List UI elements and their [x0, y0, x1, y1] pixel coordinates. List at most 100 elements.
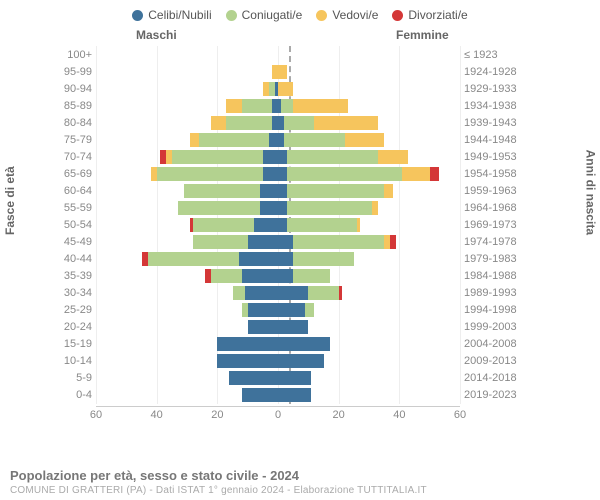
age-label: 30-34: [56, 287, 96, 299]
age-row: 80-84 1939-1943: [56, 114, 522, 131]
year-label: ≤ 1923: [460, 49, 522, 61]
segment-con: [233, 286, 245, 300]
legend-swatch: [392, 10, 403, 21]
age-label: 80-84: [56, 117, 96, 129]
age-label: 60-64: [56, 185, 96, 197]
female-bar: [278, 354, 460, 368]
segment-cel: [278, 371, 311, 385]
x-tick: 40: [393, 409, 405, 421]
year-label: 1944-1948: [460, 134, 522, 146]
year-label: 1939-1943: [460, 117, 522, 129]
segment-cel: [248, 303, 278, 317]
age-row: 55-59 1964-1968: [56, 199, 522, 216]
segment-div: [430, 167, 439, 181]
segment-cel: [239, 252, 278, 266]
segment-ved: [293, 99, 348, 113]
segment-cel: [278, 235, 293, 249]
segment-con: [308, 286, 338, 300]
segment-cel: [278, 303, 305, 317]
age-label: 0-4: [56, 389, 96, 401]
segment-cel: [278, 269, 293, 283]
male-bar: [96, 48, 278, 62]
age-label: 20-24: [56, 321, 96, 333]
male-bar: [96, 99, 278, 113]
year-label: 1994-1998: [460, 304, 522, 316]
segment-cel: [278, 252, 293, 266]
year-label: 1949-1953: [460, 151, 522, 163]
age-row: 90-941929-1933: [56, 80, 522, 97]
x-axis: 6040200204060: [96, 406, 460, 424]
segment-ved: [402, 167, 429, 181]
female-bar: [278, 320, 460, 334]
segment-cel: [248, 320, 278, 334]
male-bar: [96, 235, 278, 249]
segment-cel: [269, 133, 278, 147]
age-label: 55-59: [56, 202, 96, 214]
column-headers: Maschi Femmine: [6, 28, 594, 44]
segment-con: [193, 235, 248, 249]
y-axis-right-label: Anni di nascita: [583, 150, 597, 235]
male-bar: [96, 286, 278, 300]
year-label: 1964-1968: [460, 202, 522, 214]
female-bar: [278, 303, 460, 317]
legend-item: Vedovi/e: [316, 8, 378, 22]
female-header: Femmine: [396, 28, 449, 42]
year-label: 1969-1973: [460, 219, 522, 231]
age-row: 0-4 2019-2023: [56, 386, 522, 403]
male-bar: [96, 354, 278, 368]
bar-group: [96, 99, 460, 113]
year-label: 1929-1933: [460, 83, 522, 95]
segment-cel: [217, 337, 278, 351]
male-bar: [96, 269, 278, 283]
segment-cel: [260, 201, 278, 215]
female-bar: [278, 201, 460, 215]
bar-group: [96, 354, 460, 368]
female-bar: [278, 235, 460, 249]
legend-label: Vedovi/e: [332, 8, 378, 22]
bar-group: [96, 116, 460, 130]
year-label: 1989-1993: [460, 287, 522, 299]
segment-div: [339, 286, 342, 300]
segment-cel: [278, 167, 287, 181]
male-bar: [96, 150, 278, 164]
segment-con: [287, 201, 372, 215]
bar-group: [96, 371, 460, 385]
bar-group: [96, 82, 460, 96]
chart-area: Fasce di età Anni di nascita 100+ ≤ 1923 9…: [6, 46, 594, 424]
segment-cel: [260, 184, 278, 198]
male-bar: [96, 218, 278, 232]
year-label: 1999-2003: [460, 321, 522, 333]
segment-ved: [226, 99, 241, 113]
female-bar: [278, 286, 460, 300]
male-bar: [96, 371, 278, 385]
age-row: 10-142009-2013: [56, 352, 522, 369]
bar-group: [96, 252, 460, 266]
segment-ved: [372, 201, 378, 215]
segment-cel: [278, 388, 311, 402]
year-label: 1979-1983: [460, 253, 522, 265]
year-label: 2014-2018: [460, 372, 522, 384]
age-row: 5-92014-2018: [56, 369, 522, 386]
bar-group: [96, 303, 460, 317]
male-bar: [96, 337, 278, 351]
age-row: 15-192004-2008: [56, 335, 522, 352]
bar-group: [96, 201, 460, 215]
segment-con: [287, 150, 378, 164]
age-row: 65-691954-1958: [56, 165, 522, 182]
segment-con: [157, 167, 263, 181]
age-label: 100+: [56, 49, 96, 61]
segment-con: [148, 252, 239, 266]
female-bar: [278, 48, 460, 62]
year-label: 2019-2023: [460, 389, 522, 401]
segment-cel: [278, 201, 287, 215]
segment-cel: [263, 167, 278, 181]
y-axis-left-label: Fasce di età: [3, 166, 17, 235]
segment-cel: [278, 150, 287, 164]
bar-group: [96, 286, 460, 300]
x-tick: 60: [90, 409, 102, 421]
legend-swatch: [316, 10, 327, 21]
legend-label: Divorziati/e: [408, 8, 467, 22]
age-row: 50-541969-1973: [56, 216, 522, 233]
bar-group: [96, 388, 460, 402]
legend-label: Celibi/Nubili: [148, 8, 211, 22]
